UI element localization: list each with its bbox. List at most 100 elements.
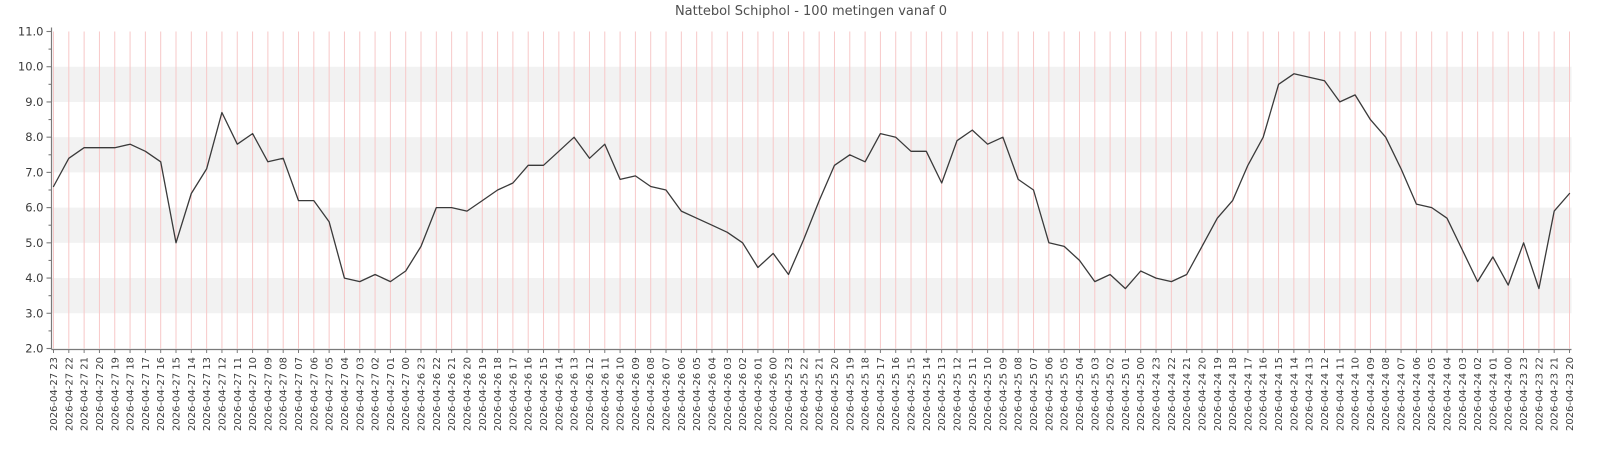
y-tick-label: 5.0 <box>25 236 43 250</box>
chart-title: Nattebol Schiphol - 100 metingen vanaf 0 <box>675 4 947 19</box>
x-tick-label: 2026-04-24 12 <box>1320 357 1331 431</box>
x-tick-label: 2026-04-24 08 <box>1381 357 1392 431</box>
x-tick-label: 2026-04-25 22 <box>799 357 810 431</box>
x-tick-label: 2026-04-26 13 <box>570 357 581 431</box>
x-tick-label: 2026-04-23 22 <box>1534 357 1545 431</box>
x-tick-label: 2026-04-27 00 <box>401 357 412 431</box>
x-tick-label: 2026-04-27 09 <box>263 357 274 431</box>
x-tick-label: 2026-04-25 03 <box>1090 357 1101 431</box>
x-tick-label: 2026-04-25 13 <box>937 357 948 431</box>
x-tick-label: 2026-04-24 15 <box>1274 357 1285 431</box>
y-tick-label: 10.0 <box>18 60 44 74</box>
x-tick-label: 2026-04-24 16 <box>1259 357 1270 431</box>
y-tick-label: 8.0 <box>25 130 43 144</box>
x-tick-label: 2026-04-27 12 <box>217 357 228 431</box>
x-tick-label: 2026-04-26 20 <box>462 357 473 431</box>
x-tick-label: 2026-04-27 16 <box>156 357 167 431</box>
x-tick-label: 2026-04-24 21 <box>1182 357 1193 431</box>
x-tick-label: 2026-04-27 06 <box>309 357 320 431</box>
band <box>51 278 1572 314</box>
y-tick-label: 2.0 <box>25 342 43 356</box>
y-tick-label: 9.0 <box>25 95 43 109</box>
x-tick-label: 2026-04-25 05 <box>1060 357 1071 431</box>
x-tick-label: 2026-04-24 14 <box>1289 357 1300 431</box>
x-tick-label: 2026-04-26 17 <box>508 357 519 431</box>
x-tick-label: 2026-04-25 19 <box>845 357 856 431</box>
x-tick-label: 2026-04-24 03 <box>1458 357 1469 431</box>
x-tick-label: 2026-04-25 17 <box>876 357 887 431</box>
x-tick-label: 2026-04-27 04 <box>340 357 351 431</box>
x-tick-label: 2026-04-27 02 <box>371 357 382 431</box>
x-tick-label: 2026-04-27 13 <box>202 357 213 431</box>
band <box>51 137 1572 173</box>
plot-area: 2.0 3.0 4.0 5.0 6.0 7.0 8.0 9.0 10.0 11.0 2026-04-… <box>18 25 1576 432</box>
x-tick-label: 2026-04-26 18 <box>493 357 504 431</box>
x-tick-label: 2026-04-27 11 <box>233 357 244 431</box>
y-tick-label: 4.0 <box>25 271 43 285</box>
band <box>51 66 1572 102</box>
x-tick-label: 2026-04-24 22 <box>1167 357 1178 431</box>
data-line <box>52 73 1571 290</box>
x-tick-label: 2026-04-26 06 <box>677 357 688 431</box>
x-tick-label: 2026-04-25 04 <box>1075 357 1086 431</box>
x-tick-label: 2026-04-26 03 <box>723 357 734 431</box>
x-tick-label: 2026-04-27 22 <box>64 357 75 431</box>
x-tick-label: 2026-04-26 16 <box>524 357 535 431</box>
x-tick-label: 2026-04-24 04 <box>1442 357 1453 431</box>
x-tick-label: 2026-04-27 14 <box>187 357 198 431</box>
x-tick-label: 2026-04-26 09 <box>631 357 642 431</box>
x-tick-label: 2026-04-27 18 <box>126 357 137 431</box>
x-tick-label: 2026-04-25 01 <box>1121 357 1132 431</box>
x-tick-label: 2026-04-26 08 <box>646 357 657 431</box>
x-tick-label: 2026-04-24 20 <box>1197 357 1208 431</box>
x-tick-label: 2026-04-25 02 <box>1106 357 1117 431</box>
x-tick-label: 2026-04-25 12 <box>952 357 963 431</box>
x-tick-label: 2026-04-27 15 <box>172 357 183 431</box>
x-tick-label: 2026-04-27 19 <box>110 357 121 431</box>
x-tick-label: 2026-04-26 04 <box>707 357 718 431</box>
x-tick-label: 2026-04-25 18 <box>861 357 872 431</box>
band <box>51 207 1572 243</box>
x-tick-label: 2026-04-27 07 <box>294 357 305 431</box>
y-tick-label: 11.0 <box>18 25 44 39</box>
x-tick-label: 2026-04-26 05 <box>692 357 703 431</box>
x-tick-label: 2026-04-27 23 <box>49 357 60 431</box>
y-tick-label: 3.0 <box>25 306 43 320</box>
x-tick-label: 2026-04-24 13 <box>1305 357 1316 431</box>
x-tick-label: 2026-04-27 10 <box>248 357 259 431</box>
x-tick-label: 2026-04-27 05 <box>325 357 336 431</box>
x-tick-label: 2026-04-24 11 <box>1335 357 1346 431</box>
x-tick-label: 2026-04-25 07 <box>1029 357 1040 431</box>
x-tick-label: 2026-04-25 08 <box>1014 357 1025 431</box>
x-tick-label: 2026-04-25 06 <box>1044 357 1055 431</box>
x-tick-label: 2026-04-25 09 <box>998 357 1009 431</box>
x-tick-label: 2026-04-24 01 <box>1488 357 1499 431</box>
x-tick-label: 2026-04-24 05 <box>1427 357 1438 431</box>
x-tick-label: 2026-04-26 01 <box>753 357 764 431</box>
x-tick-label: 2026-04-23 21 <box>1550 357 1561 431</box>
x-tick-label: 2026-04-27 03 <box>355 357 366 431</box>
x-tick-label: 2026-04-24 23 <box>1152 357 1163 431</box>
x-tick-label: 2026-04-24 18 <box>1228 357 1239 431</box>
x-tick-label: 2026-04-25 11 <box>968 357 979 431</box>
x-tick-label: 2026-04-26 22 <box>432 357 443 431</box>
x-tick-label: 2026-04-24 06 <box>1412 357 1423 431</box>
x-tick-label: 2026-04-25 00 <box>1136 357 1147 431</box>
x-tick-label: 2026-04-26 00 <box>769 357 780 431</box>
y-tick-label: 7.0 <box>25 165 43 179</box>
x-tick-label: 2026-04-26 14 <box>554 357 565 431</box>
x-tick-label: 2026-04-26 19 <box>478 357 489 431</box>
x-tick-label: 2026-04-25 10 <box>983 357 994 431</box>
x-tick-label: 2026-04-25 20 <box>830 357 841 431</box>
x-tick-label: 2026-04-24 02 <box>1473 357 1484 431</box>
y-tick-label: 6.0 <box>25 201 43 215</box>
x-tick-label: 2026-04-26 10 <box>616 357 627 431</box>
x-tick-label: 2026-04-27 17 <box>141 357 152 431</box>
x-tick-label: 2026-04-26 11 <box>600 357 611 431</box>
x-tick-label: 2026-04-24 00 <box>1504 357 1515 431</box>
x-tick-label: 2026-04-26 15 <box>539 357 550 431</box>
x-tick-label: 2026-04-27 21 <box>80 357 91 431</box>
x-tick-label: 2026-04-27 20 <box>95 357 106 431</box>
